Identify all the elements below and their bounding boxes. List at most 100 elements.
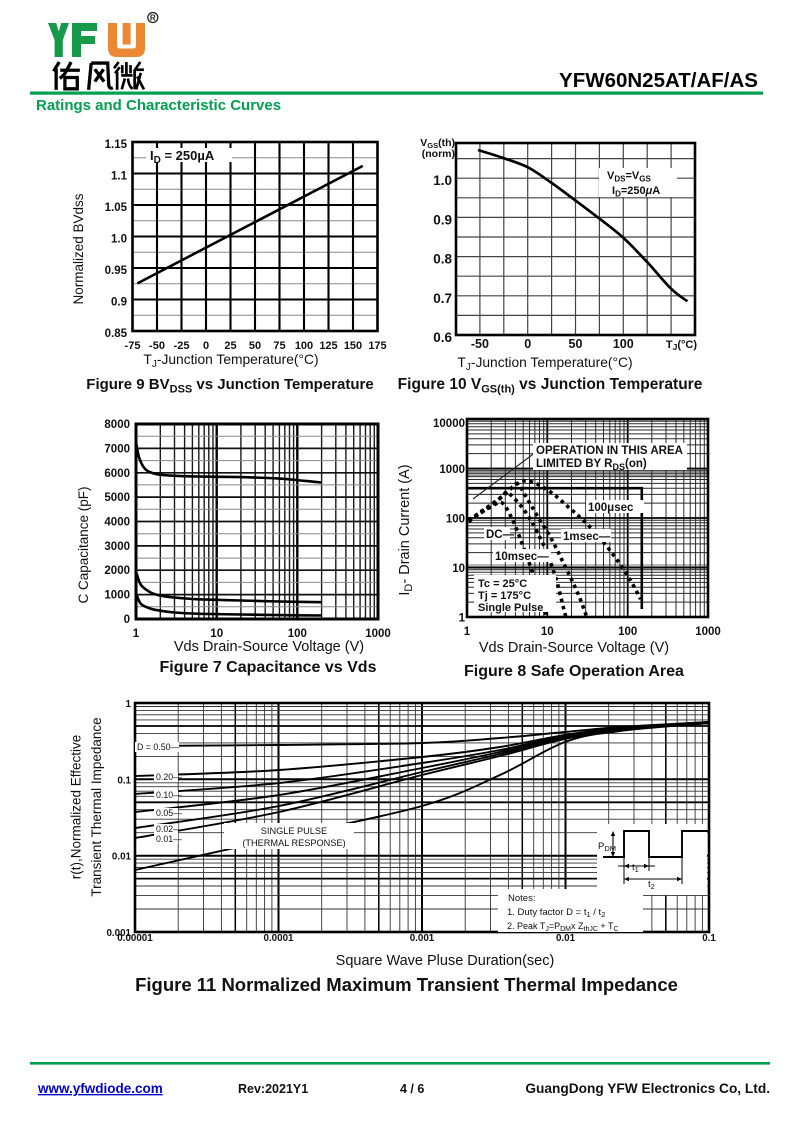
svg-text:(norm): (norm) bbox=[422, 148, 455, 160]
svg-text:150: 150 bbox=[344, 340, 362, 352]
svg-text:10000: 10000 bbox=[433, 418, 465, 430]
svg-text:Tc = 25°C: Tc = 25°C bbox=[478, 578, 527, 590]
svg-text:SINGLE PULSE: SINGLE PULSE bbox=[261, 826, 327, 836]
svg-text:2000: 2000 bbox=[104, 565, 130, 577]
svg-text:0.6: 0.6 bbox=[433, 330, 452, 345]
svg-text:(THERMAL RESPONSE): (THERMAL RESPONSE) bbox=[242, 838, 345, 848]
svg-text:Tj = 175°C: Tj = 175°C bbox=[478, 590, 531, 602]
svg-text:YFW60N25AT/AF/AS: YFW60N25AT/AF/AS bbox=[559, 69, 758, 92]
svg-text:ID- Drain Current (A): ID- Drain Current (A) bbox=[397, 464, 415, 595]
svg-text:Notes:: Notes: bbox=[508, 893, 535, 904]
svg-text:4 / 6: 4 / 6 bbox=[400, 1082, 424, 1096]
svg-text:10: 10 bbox=[452, 563, 465, 575]
svg-text:0.20—: 0.20— bbox=[156, 772, 182, 782]
svg-text:0: 0 bbox=[203, 340, 209, 352]
svg-text:Figure 7 Capacitance vs Vds: Figure 7 Capacitance vs Vds bbox=[160, 659, 377, 676]
svg-text:Figure 9 BVDSS vs Junction Tem: Figure 9 BVDSS vs Junction Temperature bbox=[86, 376, 373, 396]
svg-text:100: 100 bbox=[618, 626, 637, 638]
svg-text:0.95: 0.95 bbox=[105, 265, 128, 277]
svg-text:www.yfwdiode.com: www.yfwdiode.com bbox=[37, 1081, 163, 1096]
svg-text:Figure 11 Normalized Maximum T: Figure 11 Normalized Maximum Transient T… bbox=[135, 974, 678, 995]
svg-text:0.02—: 0.02— bbox=[156, 824, 182, 834]
svg-text:175: 175 bbox=[368, 340, 386, 352]
svg-text:4000: 4000 bbox=[104, 517, 130, 529]
svg-text:GuangDong YFW Electronics Co,: GuangDong YFW Electronics Co, Ltd. bbox=[525, 1081, 770, 1096]
svg-text:r(t),Normalized Effective: r(t),Normalized Effective bbox=[69, 735, 84, 880]
svg-text:0: 0 bbox=[524, 337, 531, 351]
svg-text:75: 75 bbox=[273, 340, 285, 352]
svg-text:Ratings and Characteristic Cur: Ratings and Characteristic Curves bbox=[36, 97, 281, 114]
svg-text:Vds Drain-Source Voltage (V): Vds Drain-Source Voltage (V) bbox=[174, 639, 364, 655]
svg-text:5000: 5000 bbox=[104, 492, 130, 504]
svg-text:ID=250μA: ID=250μA bbox=[612, 185, 660, 199]
svg-text:1: 1 bbox=[459, 613, 466, 625]
svg-text:0.1: 0.1 bbox=[117, 775, 131, 786]
svg-text:Vds Drain-Source Voltage (V): Vds Drain-Source Voltage (V) bbox=[479, 640, 669, 656]
svg-text:100μsec: 100μsec bbox=[588, 502, 634, 514]
svg-text:Transient Thermal Impedance: Transient Thermal Impedance bbox=[89, 717, 104, 896]
svg-text:100: 100 bbox=[613, 337, 634, 351]
svg-text:-75: -75 bbox=[125, 340, 141, 352]
svg-text:TJ-Junction Temperature(°C): TJ-Junction Temperature(°C) bbox=[143, 352, 318, 370]
svg-text:10: 10 bbox=[541, 626, 554, 638]
svg-text:1000: 1000 bbox=[695, 626, 721, 638]
svg-text:1.15: 1.15 bbox=[105, 139, 128, 151]
svg-text:PDM: PDM bbox=[598, 841, 616, 853]
svg-text:100: 100 bbox=[446, 514, 465, 526]
svg-text:100: 100 bbox=[295, 340, 313, 352]
svg-text:0.05—: 0.05— bbox=[156, 808, 182, 818]
svg-text:0.8: 0.8 bbox=[433, 252, 452, 267]
svg-text:TJ-Junction Temperature(°C): TJ-Junction Temperature(°C) bbox=[457, 355, 632, 373]
svg-text:10: 10 bbox=[210, 628, 223, 640]
svg-text:-25: -25 bbox=[174, 340, 190, 352]
svg-text:C Capacitance (pF): C Capacitance (pF) bbox=[76, 486, 91, 603]
svg-text:0.001: 0.001 bbox=[410, 933, 435, 944]
svg-text:7000: 7000 bbox=[104, 443, 130, 455]
svg-text:6000: 6000 bbox=[104, 468, 130, 480]
svg-text:8000: 8000 bbox=[104, 419, 130, 431]
svg-text:1.1: 1.1 bbox=[111, 171, 128, 183]
svg-text:0.10—: 0.10— bbox=[156, 790, 182, 800]
svg-text:100: 100 bbox=[288, 628, 307, 640]
svg-text:0.001: 0.001 bbox=[106, 928, 131, 939]
svg-text:D = 0.50—: D = 0.50— bbox=[137, 742, 179, 752]
svg-text:1.0: 1.0 bbox=[433, 173, 452, 188]
svg-text:0.01: 0.01 bbox=[556, 933, 576, 944]
svg-text:0.9: 0.9 bbox=[111, 297, 127, 309]
svg-text:DC—: DC— bbox=[486, 529, 515, 541]
svg-text:ID = 250µA: ID = 250µA bbox=[150, 148, 215, 166]
svg-text:1.05: 1.05 bbox=[105, 202, 128, 214]
svg-text:Figure 8 Safe Operation Area: Figure 8 Safe Operation Area bbox=[464, 663, 684, 680]
svg-text:VGS(th): VGS(th) bbox=[420, 137, 455, 150]
svg-text:1: 1 bbox=[464, 626, 471, 638]
svg-text:Square Wave Pluse Duration(sec: Square Wave Pluse Duration(sec) bbox=[336, 953, 555, 969]
svg-text:0.85: 0.85 bbox=[105, 328, 128, 340]
svg-text:1000: 1000 bbox=[439, 464, 465, 476]
svg-text:Figure 10 VGS(th) vs Junction: Figure 10 VGS(th) vs Junction Temperatur… bbox=[398, 376, 703, 396]
svg-text:1000: 1000 bbox=[365, 628, 391, 640]
svg-text:Single Pulse: Single Pulse bbox=[478, 602, 543, 614]
svg-text:-50: -50 bbox=[149, 340, 165, 352]
svg-text:1000: 1000 bbox=[104, 590, 130, 602]
svg-text:25: 25 bbox=[224, 340, 236, 352]
svg-text:-50: -50 bbox=[471, 337, 489, 351]
svg-text:1.0: 1.0 bbox=[111, 234, 127, 246]
svg-text:OPERATION IN THIS AREA: OPERATION IN THIS AREA bbox=[536, 445, 683, 457]
svg-text:0.1: 0.1 bbox=[702, 933, 716, 944]
svg-text:1: 1 bbox=[126, 699, 132, 710]
svg-text:TJ(°C): TJ(°C) bbox=[666, 339, 697, 352]
svg-text:0.00001: 0.00001 bbox=[117, 933, 153, 944]
svg-text:10msec—: 10msec— bbox=[495, 551, 549, 563]
svg-text:125: 125 bbox=[319, 340, 337, 352]
svg-text:1: 1 bbox=[133, 628, 140, 640]
svg-text:0: 0 bbox=[124, 614, 130, 626]
svg-text:0.7: 0.7 bbox=[433, 291, 452, 306]
svg-text:1. Duty factor D = t1 / t2: 1. Duty factor D = t1 / t2 bbox=[507, 907, 605, 919]
svg-text:Rev:2021Y1: Rev:2021Y1 bbox=[238, 1082, 308, 1096]
svg-text:1msec—: 1msec— bbox=[563, 531, 611, 543]
svg-text:0.0001: 0.0001 bbox=[264, 933, 295, 944]
svg-text:3000: 3000 bbox=[104, 541, 130, 553]
svg-text:LIMITED BY RDS(on): LIMITED BY RDS(on) bbox=[536, 458, 647, 472]
svg-text:t2: t2 bbox=[648, 879, 655, 891]
svg-text:0.01—: 0.01— bbox=[156, 834, 182, 844]
